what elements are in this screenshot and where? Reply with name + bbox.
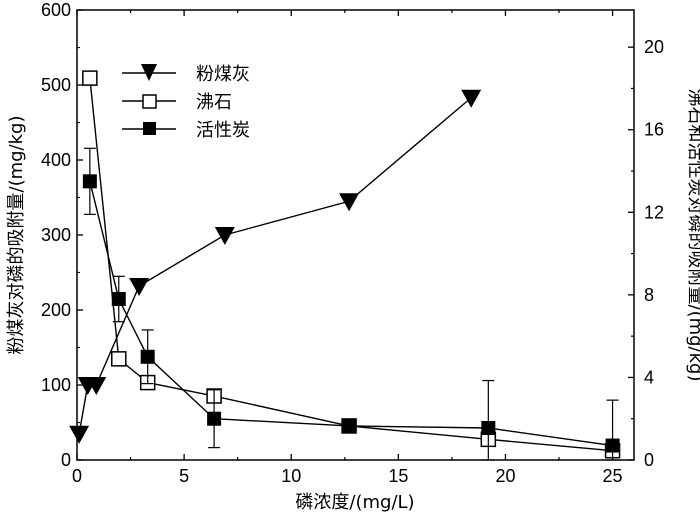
- y-right-tick-label: 16: [644, 120, 664, 140]
- data-point: [82, 70, 98, 86]
- data-point: [605, 438, 620, 453]
- series-line: [78, 97, 472, 434]
- legend: 粉煤灰 沸石 活性炭: [122, 64, 250, 141]
- data-point: [82, 174, 97, 189]
- plot-frame: [76, 9, 635, 461]
- x-tick-label: 15: [388, 466, 408, 486]
- data-point: [214, 227, 235, 245]
- data-point: [461, 89, 482, 108]
- data-point: [111, 291, 126, 306]
- series-line: [89, 181, 613, 447]
- y-right-tick-label: 4: [644, 367, 654, 387]
- y-right-tick-label: 8: [644, 285, 654, 305]
- x-tick-label: 25: [603, 466, 623, 486]
- data-point: [207, 411, 222, 426]
- y-right-tick-label: 12: [644, 202, 664, 222]
- data-point: [111, 351, 127, 367]
- legend-label-zeolite: 沸石: [196, 92, 232, 113]
- y-left-tick-label: 0: [61, 450, 71, 470]
- y-left-tick-label: 200: [41, 300, 71, 320]
- x-tick-label: 5: [179, 466, 189, 486]
- series-0: [69, 89, 482, 444]
- y-left-tick-label: 300: [41, 225, 71, 245]
- ticks-group: 0 5 10 15 20 25 0 100 200 300 400 500 600 0 4 8 12 16 20: [41, 0, 664, 486]
- y-left-tick-label: 400: [41, 150, 71, 170]
- legend-marker-zeolite: [142, 94, 157, 109]
- y-left-tick-label: 100: [41, 375, 71, 395]
- y-left-tick-label: 500: [41, 75, 71, 95]
- data-point: [140, 349, 155, 364]
- legend-marker-activated-carbon: [143, 122, 156, 135]
- x-tick-label: 20: [495, 466, 515, 486]
- legend-label-activated-carbon: 活性炭: [196, 120, 250, 141]
- legend-item-activated-carbon: 活性炭: [122, 120, 250, 141]
- legend-item-fly-ash: 粉煤灰: [122, 64, 250, 85]
- series-2: [82, 147, 620, 461]
- x-tick-label: 0: [72, 466, 82, 486]
- axes-group: [76, 9, 635, 461]
- legend-item-zeolite: 沸石: [122, 92, 232, 113]
- y-axis-right-title: 沸石和活性炭对磷的吸附量/(mg/kg): [685, 89, 700, 382]
- legend-label-fly-ash: 粉煤灰: [196, 64, 250, 85]
- series-line: [89, 78, 613, 452]
- y-right-tick-label: 20: [644, 37, 664, 57]
- data-point: [86, 377, 107, 395]
- y-right-tick-label: 0: [644, 450, 654, 470]
- data-point: [129, 278, 150, 296]
- data-point: [342, 418, 357, 433]
- data-point: [339, 193, 360, 212]
- series-group: [69, 70, 621, 461]
- x-tick-label: 10: [281, 466, 301, 486]
- data-point: [481, 421, 496, 436]
- y-left-tick-label: 600: [41, 0, 71, 20]
- x-axis-title: 磷浓度/(mg/L): [295, 492, 414, 513]
- y-axis-left-title: 粉煤灰对磷的吸附量/(mg/kg): [6, 116, 27, 355]
- legend-marker-fly-ash: [141, 64, 157, 81]
- data-point: [69, 425, 90, 444]
